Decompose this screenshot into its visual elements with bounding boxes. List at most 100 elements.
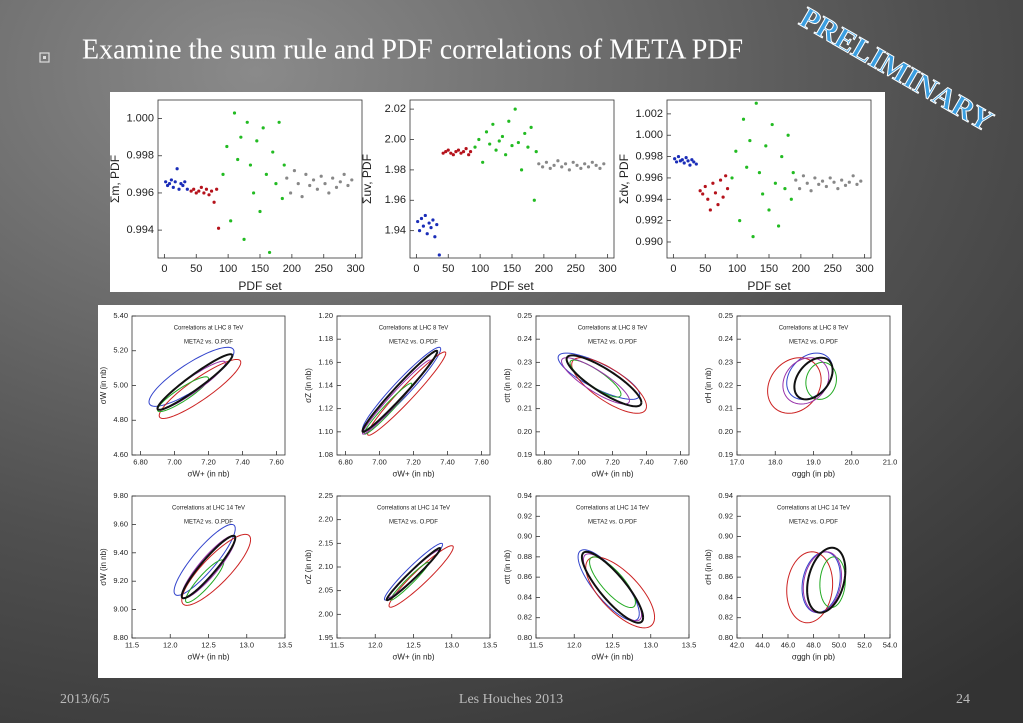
ellipse [806, 546, 847, 614]
point [192, 187, 196, 191]
point [851, 174, 855, 178]
x-axis-label: σW+ (in nb) [187, 470, 229, 479]
point [181, 183, 185, 188]
y-tick-label: 0.84 [517, 592, 532, 601]
point [423, 213, 427, 218]
ellipse [802, 551, 843, 614]
point [421, 224, 425, 228]
ellipse [801, 551, 841, 614]
x-tick-label: 150 [503, 263, 521, 275]
point [282, 163, 286, 167]
point [327, 191, 331, 195]
point [204, 187, 209, 191]
point [801, 174, 806, 178]
point [713, 191, 718, 195]
annotation: Correlations at LHC 14 TeV [777, 506, 850, 512]
point [840, 178, 844, 182]
x-tick-label: 17.0 [730, 457, 745, 466]
point [429, 226, 433, 230]
point [682, 161, 686, 165]
point [289, 191, 293, 195]
point [548, 166, 552, 170]
point [567, 168, 571, 172]
point [491, 122, 495, 126]
point [544, 160, 549, 164]
x-axis-label: σW+ (in nb) [591, 653, 633, 662]
x-tick-label: 6.80 [133, 457, 148, 466]
point [510, 143, 514, 148]
x-tick-label: 100 [728, 263, 746, 275]
y-tick-label: 8.80 [113, 633, 128, 642]
y-tick-label: 1.20 [318, 311, 333, 320]
point [431, 218, 435, 222]
x-tick-label: 50.0 [832, 640, 847, 649]
x-axis-label: σW+ (in nb) [392, 470, 434, 479]
point [571, 160, 575, 164]
point [767, 208, 771, 212]
annotation: META2 vs. O.PDF [184, 340, 233, 346]
ellipse [585, 556, 656, 629]
annotation: Correlations at LHC 14 TeV [576, 506, 649, 512]
footer-event: Les Houches 2013 [459, 692, 563, 707]
annotation: Correlations at LHC 8 TeV [578, 326, 648, 332]
x-tick-label: 20.0 [844, 457, 859, 466]
y-tick-label: 1.96 [385, 194, 406, 206]
point [575, 163, 579, 167]
y-tick-label: 0.88 [718, 552, 733, 561]
x-tick-label: 7.00 [372, 457, 387, 466]
y-tick-label: 1.98 [385, 164, 406, 176]
y-tick-label: 0.86 [517, 572, 532, 581]
ellipse [560, 357, 630, 405]
point [285, 176, 289, 180]
point [185, 187, 189, 191]
slide-title: Examine the sum rule and PDF correlation… [82, 34, 743, 65]
x-tick-label: 7.40 [639, 457, 654, 466]
x-tick-label: 7.40 [440, 457, 455, 466]
x-tick-label: 7.00 [167, 457, 182, 466]
point [425, 232, 429, 236]
x-axis-label: PDF set [747, 279, 791, 293]
y-tick-label: 0.24 [517, 334, 532, 343]
y-tick-label: 2.02 [385, 103, 406, 115]
point [741, 117, 746, 121]
point [560, 165, 564, 169]
y-tick-label: 1.14 [318, 380, 333, 389]
annotation: Correlations at LHC 8 TeV [379, 326, 449, 332]
point [350, 178, 354, 182]
point [437, 253, 441, 257]
ellipse [173, 523, 236, 596]
y-tick-label: 0.80 [517, 633, 532, 642]
y-tick-label: 1.94 [385, 225, 406, 237]
y-tick-label: 0.19 [718, 450, 733, 459]
point [451, 153, 455, 157]
x-tick-label: 11.5 [529, 640, 543, 649]
point [183, 180, 187, 184]
point [456, 148, 461, 152]
point [334, 185, 339, 189]
ellipse [569, 359, 622, 398]
x-tick-label: 150 [760, 263, 778, 275]
ellipse [805, 361, 837, 400]
point [855, 182, 859, 186]
x-tick-label: 12.5 [605, 640, 620, 649]
x-axis-label: σW+ (in nb) [392, 653, 434, 662]
point [467, 153, 471, 157]
annotation: META2 vs. O.PDF [588, 340, 637, 346]
annotation: META2 vs. O.PDF [389, 340, 438, 346]
point [304, 172, 308, 176]
point [212, 200, 216, 204]
annotation: META2 vs. O.PDF [789, 520, 838, 526]
y-tick-label: 2.05 [318, 586, 333, 595]
ellipse [819, 556, 846, 609]
x-tick-label: 11.5 [125, 640, 139, 649]
point [836, 187, 840, 191]
y-tick-label: 0.990 [635, 236, 663, 248]
annotation: Correlations at LHC 8 TeV [779, 326, 849, 332]
point [197, 189, 201, 193]
x-tick-label: 12.5 [201, 640, 216, 649]
y-axis-label: σW (in nb) [99, 548, 108, 586]
x-tick-label: 300 [346, 263, 364, 275]
x-tick-label: 7.20 [605, 457, 620, 466]
point [481, 160, 485, 164]
